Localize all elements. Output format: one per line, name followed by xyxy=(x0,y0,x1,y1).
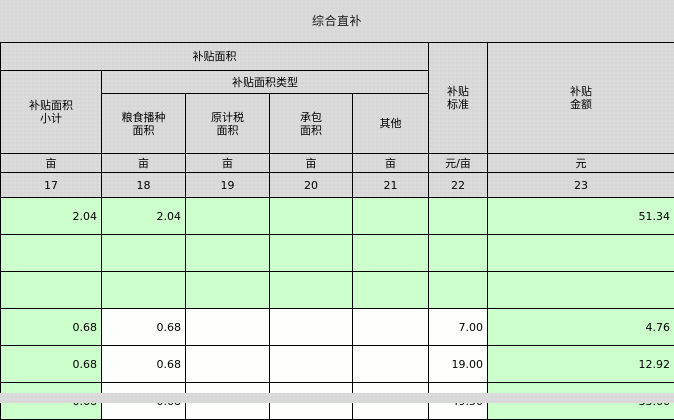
header-col-contract: 承包 面积 xyxy=(270,94,353,154)
cell-r5-c22[interactable]: 19.00 xyxy=(429,346,488,383)
cell-r3-c23[interactable] xyxy=(488,272,674,309)
unit-col-23: 元 xyxy=(488,154,674,173)
cell-r2-c23[interactable] xyxy=(488,235,674,272)
header-col-amount-line2: 金额 xyxy=(492,98,670,111)
header-col-old-tax: 原计税 面积 xyxy=(186,94,270,154)
cell-r5-c23[interactable]: 12.92 xyxy=(488,346,674,383)
number-col-20: 20 xyxy=(270,173,353,198)
cell-r4-c22[interactable]: 7.00 xyxy=(429,309,488,346)
table-header: 补贴面积 补贴 标准 补贴 金额 补贴面积 小计 补贴面积类型 粮食播种 面积 xyxy=(1,43,674,198)
cell-r1-c17[interactable]: 2.04 xyxy=(1,198,102,235)
unit-col-22: 元/亩 xyxy=(429,154,488,173)
cell-r3-c22[interactable] xyxy=(429,272,488,309)
header-col-amount-line1: 补贴 xyxy=(492,85,670,98)
cell-r5-c20[interactable] xyxy=(270,346,353,383)
cell-r5-c17[interactable]: 0.68 xyxy=(1,346,102,383)
cell-r3-c20[interactable] xyxy=(270,272,353,309)
cell-r2-c22[interactable] xyxy=(429,235,488,272)
sheet-bottom-strip xyxy=(0,393,674,403)
header-col-amount: 补贴 金额 xyxy=(488,43,674,154)
cell-r3-c19[interactable] xyxy=(186,272,270,309)
cell-r1-c18[interactable]: 2.04 xyxy=(102,198,186,235)
cell-r3-c18[interactable] xyxy=(102,272,186,309)
header-row-units: 亩 亩 亩 亩 亩 元/亩 元 xyxy=(1,154,674,173)
cell-r5-c19[interactable] xyxy=(186,346,270,383)
header-col-grain-line1: 粮食播种 xyxy=(106,111,181,124)
cell-r4-c17[interactable]: 0.68 xyxy=(1,309,102,346)
report-title-band: 综合直补 xyxy=(0,0,674,42)
header-col-grain: 粮食播种 面积 xyxy=(102,94,186,154)
header-group-subsidy-area: 补贴面积 xyxy=(1,43,429,71)
cell-r4-c19[interactable] xyxy=(186,309,270,346)
cell-r4-c20[interactable] xyxy=(270,309,353,346)
number-col-18: 18 xyxy=(102,173,186,198)
header-row-numbers: 17 18 19 20 21 22 23 xyxy=(1,173,674,198)
unit-col-17: 亩 xyxy=(1,154,102,173)
cell-r5-c21[interactable] xyxy=(353,346,429,383)
header-col-contract-line2: 面积 xyxy=(274,124,348,137)
cell-r2-c18[interactable] xyxy=(102,235,186,272)
table-row[interactable] xyxy=(1,235,674,272)
number-col-23: 23 xyxy=(488,173,674,198)
cell-r5-c18[interactable]: 0.68 xyxy=(102,346,186,383)
header-col-standard-line1: 补贴 xyxy=(433,85,483,98)
cell-r3-c17[interactable] xyxy=(1,272,102,309)
header-row-group-top: 补贴面积 补贴 标准 补贴 金额 xyxy=(1,43,674,71)
table-row[interactable] xyxy=(1,272,674,309)
header-col-subtotal: 补贴面积 小计 xyxy=(1,71,102,154)
header-col-other-line1: 其他 xyxy=(357,117,424,130)
unit-col-20: 亩 xyxy=(270,154,353,173)
header-col-standard: 补贴 标准 xyxy=(429,43,488,154)
unit-col-19: 亩 xyxy=(186,154,270,173)
unit-col-21: 亩 xyxy=(353,154,429,173)
unit-col-18: 亩 xyxy=(102,154,186,173)
cell-r2-c20[interactable] xyxy=(270,235,353,272)
header-col-standard-line2: 标准 xyxy=(433,98,483,111)
cell-r4-c23[interactable]: 4.76 xyxy=(488,309,674,346)
cell-r2-c21[interactable] xyxy=(353,235,429,272)
cell-r1-c20[interactable] xyxy=(270,198,353,235)
header-group-area-type: 补贴面积类型 xyxy=(102,71,429,94)
header-col-old-tax-line2: 面积 xyxy=(190,124,265,137)
cell-r1-c23[interactable]: 51.34 xyxy=(488,198,674,235)
header-col-grain-line2: 面积 xyxy=(106,124,181,137)
cell-r2-c17[interactable] xyxy=(1,235,102,272)
number-col-22: 22 xyxy=(429,173,488,198)
header-col-contract-line1: 承包 xyxy=(274,111,348,124)
header-col-other: 其他 xyxy=(353,94,429,154)
number-col-19: 19 xyxy=(186,173,270,198)
cell-r3-c21[interactable] xyxy=(353,272,429,309)
cell-r2-c19[interactable] xyxy=(186,235,270,272)
header-col-subtotal-line2: 小计 xyxy=(5,112,97,125)
header-col-subtotal-line1: 补贴面积 xyxy=(5,99,97,112)
cell-r4-c18[interactable]: 0.68 xyxy=(102,309,186,346)
subsidy-table: 补贴面积 补贴 标准 补贴 金额 补贴面积 小计 补贴面积类型 粮食播种 面积 xyxy=(0,42,674,420)
cell-r1-c19[interactable] xyxy=(186,198,270,235)
cell-r1-c21[interactable] xyxy=(353,198,429,235)
cell-r1-c22[interactable] xyxy=(429,198,488,235)
header-col-old-tax-line1: 原计税 xyxy=(190,111,265,124)
number-col-17: 17 xyxy=(1,173,102,198)
cell-r4-c21[interactable] xyxy=(353,309,429,346)
number-col-21: 21 xyxy=(353,173,429,198)
page-title: 综合直补 xyxy=(312,14,362,28)
